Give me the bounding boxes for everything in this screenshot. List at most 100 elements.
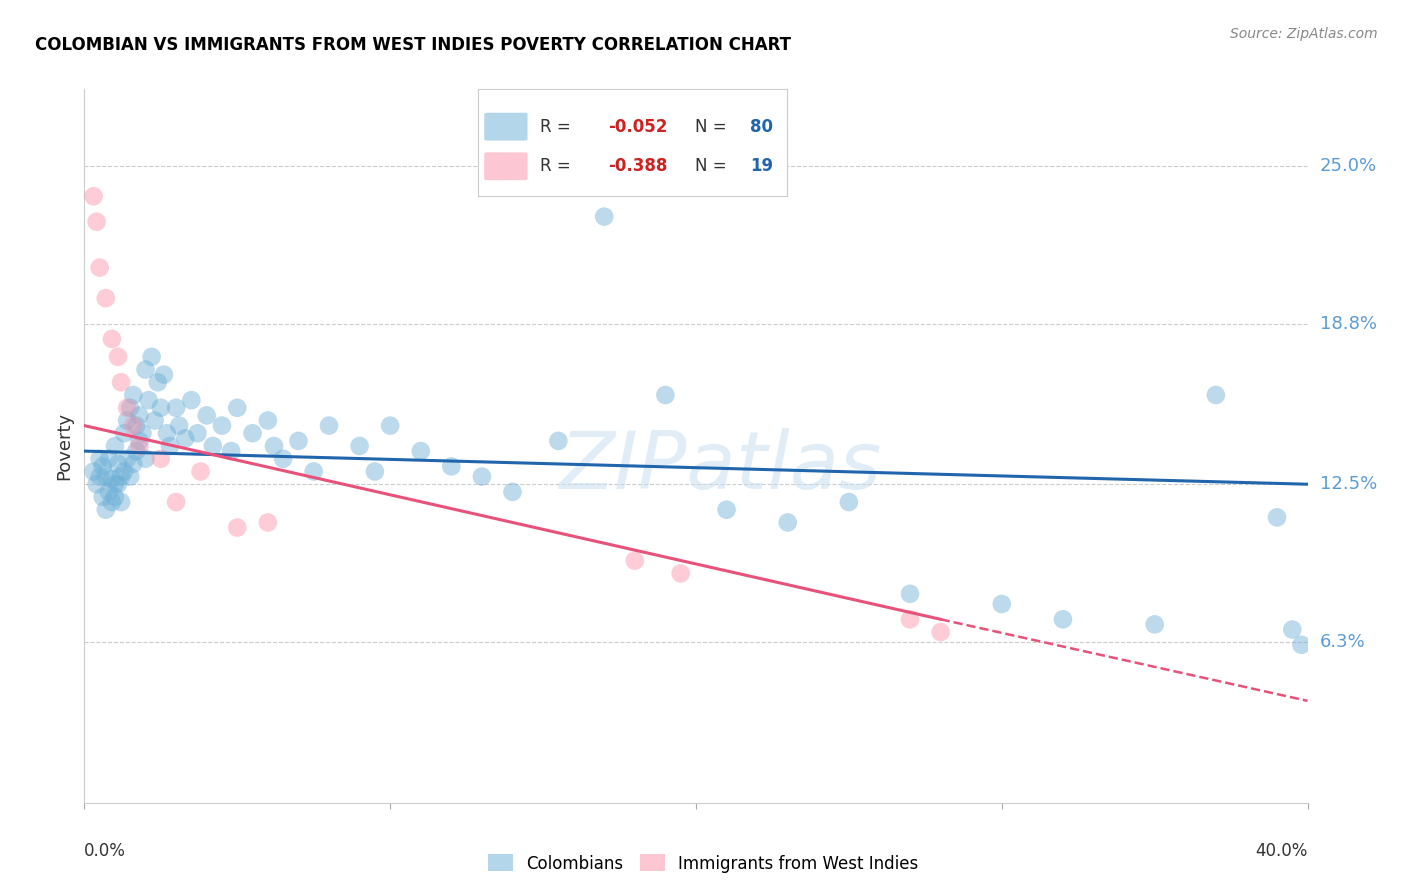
Point (122, 457, 145, 471)
Point (219, 444, 242, 458)
Point (101, 332, 124, 346)
Text: N =: N = (695, 118, 731, 136)
Text: R =: R = (540, 118, 576, 136)
Point (1052, 612, 1074, 626)
Point (110, 495, 132, 509)
Point (211, 418, 233, 433)
Point (122, 418, 145, 433)
Point (898, 612, 921, 626)
Point (135, 451, 157, 466)
Point (83, 465, 105, 479)
Point (153, 368, 176, 382)
Point (257, 413, 280, 427)
Point (226, 520, 249, 534)
Text: -0.388: -0.388 (607, 157, 668, 175)
Point (1205, 388, 1227, 402)
Point (138, 393, 160, 408)
Point (349, 439, 371, 453)
Point (110, 469, 132, 483)
Point (159, 439, 181, 453)
Point (115, 451, 138, 466)
Point (120, 401, 142, 415)
Point (1143, 617, 1166, 632)
Point (112, 465, 135, 479)
Point (440, 459, 463, 474)
Point (135, 362, 157, 376)
Point (86, 215, 108, 229)
Text: -0.052: -0.052 (607, 118, 668, 136)
Point (318, 418, 340, 433)
Y-axis label: Poverty: Poverty (55, 412, 73, 480)
Point (502, 484, 524, 499)
Point (593, 210, 616, 224)
Point (776, 516, 799, 530)
Point (115, 401, 138, 415)
Point (174, 431, 197, 445)
Point (271, 451, 294, 466)
Point (302, 465, 325, 479)
Point (190, 465, 212, 479)
Point (125, 418, 148, 433)
Point (201, 439, 224, 453)
Point (991, 597, 1014, 611)
Point (91, 490, 114, 504)
Point (257, 516, 280, 530)
Point (146, 376, 169, 390)
Point (624, 554, 647, 568)
Point (287, 434, 309, 448)
Text: Source: ZipAtlas.com: Source: ZipAtlas.com (1230, 27, 1378, 41)
Point (186, 426, 208, 441)
Point (110, 376, 132, 390)
Point (112, 426, 135, 441)
Point (107, 350, 129, 364)
Point (101, 472, 124, 486)
Point (156, 426, 179, 441)
Point (120, 469, 142, 483)
Point (471, 469, 494, 483)
Point (1265, 510, 1288, 524)
Point (91, 459, 114, 474)
Point (669, 566, 692, 581)
Point (101, 495, 124, 509)
Point (364, 465, 387, 479)
Point (89, 260, 111, 275)
Point (128, 434, 150, 448)
Point (380, 418, 402, 433)
Point (131, 426, 153, 441)
Point (104, 490, 127, 504)
Point (1291, 638, 1313, 652)
Point (654, 388, 676, 402)
Point (89, 469, 111, 483)
Point (125, 444, 148, 458)
Point (97, 484, 120, 499)
Text: 19: 19 (751, 157, 773, 175)
Point (107, 457, 129, 471)
Point (409, 444, 432, 458)
Text: ZIPatlas: ZIPatlas (560, 428, 882, 507)
FancyBboxPatch shape (484, 112, 527, 141)
Point (122, 388, 145, 402)
Point (94, 469, 117, 483)
Point (89, 451, 111, 466)
Point (115, 413, 138, 427)
Text: 80: 80 (751, 118, 773, 136)
Point (263, 439, 285, 453)
Point (143, 413, 166, 427)
Point (94, 502, 117, 516)
Point (929, 625, 952, 640)
Point (141, 350, 163, 364)
Point (104, 477, 127, 491)
Point (1281, 623, 1303, 637)
Text: 40.0%: 40.0% (1256, 842, 1308, 860)
Point (547, 434, 569, 448)
Point (180, 393, 202, 408)
Text: 18.8%: 18.8% (1320, 315, 1376, 333)
Point (83, 189, 105, 203)
Point (149, 451, 172, 466)
Point (97, 451, 120, 466)
Text: COLOMBIAN VS IMMIGRANTS FROM WEST INDIES POVERTY CORRELATION CHART: COLOMBIAN VS IMMIGRANTS FROM WEST INDIES… (35, 36, 792, 54)
Text: R =: R = (540, 157, 576, 175)
Point (94, 291, 117, 305)
Point (128, 439, 150, 453)
Text: 25.0%: 25.0% (1320, 157, 1376, 175)
